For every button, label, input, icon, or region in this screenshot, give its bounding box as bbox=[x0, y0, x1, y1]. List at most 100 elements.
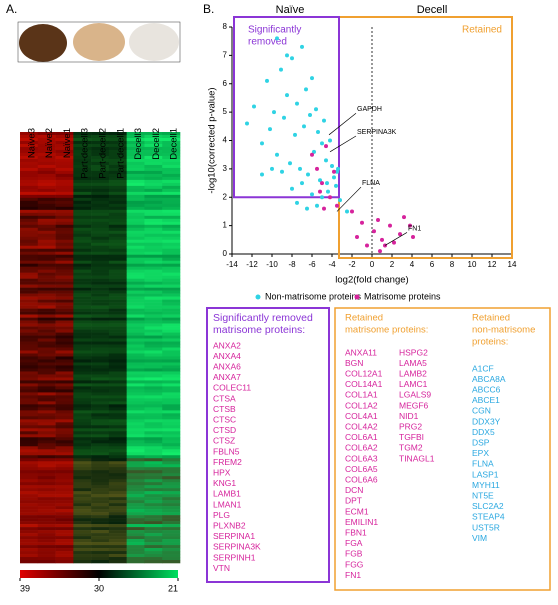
heat-cell bbox=[73, 488, 92, 492]
heat-cell bbox=[91, 266, 110, 270]
heat-cell bbox=[20, 491, 39, 495]
heat-cell bbox=[162, 440, 181, 444]
heat-cell bbox=[20, 197, 39, 202]
heat-cell bbox=[108, 236, 127, 241]
heat-cell bbox=[55, 272, 74, 276]
heat-cell bbox=[37, 272, 56, 276]
heat-cell bbox=[144, 284, 163, 288]
heat-cell bbox=[108, 437, 127, 441]
list-item: BGN bbox=[345, 358, 363, 368]
heat-cell bbox=[91, 290, 110, 294]
heat-cell bbox=[126, 260, 145, 264]
heat-cell bbox=[144, 224, 163, 229]
heat-cell bbox=[108, 215, 127, 220]
heat-cell bbox=[126, 359, 145, 363]
heat-cell bbox=[55, 248, 74, 253]
heat-cell bbox=[37, 557, 56, 561]
heat-cell bbox=[162, 302, 181, 306]
heat-cell bbox=[144, 413, 163, 417]
list-item: COLEC11 bbox=[213, 383, 251, 393]
heat-cell bbox=[37, 338, 56, 342]
heat-cell bbox=[126, 143, 145, 148]
heat-cell bbox=[20, 158, 39, 163]
heat-cell bbox=[55, 545, 74, 549]
list-item: FLNA bbox=[472, 459, 494, 469]
heat-cell bbox=[91, 386, 110, 390]
heat-cell bbox=[37, 395, 56, 399]
heat-cell bbox=[144, 212, 163, 217]
heat-cell bbox=[144, 209, 163, 214]
heat-cell bbox=[55, 401, 74, 405]
heat-cell bbox=[55, 461, 74, 465]
heat-cell bbox=[37, 365, 56, 369]
heat-cell bbox=[20, 287, 39, 291]
heat-cell bbox=[162, 560, 181, 564]
heat-cell bbox=[73, 386, 92, 390]
heat-cell bbox=[91, 407, 110, 411]
list-item: COL4A1 bbox=[345, 411, 378, 421]
heat-cell bbox=[55, 266, 74, 270]
heat-cell bbox=[144, 545, 163, 549]
heat-cell bbox=[162, 488, 181, 492]
heat-cell bbox=[55, 389, 74, 393]
heat-cell bbox=[162, 212, 181, 217]
heat-cell bbox=[108, 548, 127, 552]
heat-cell bbox=[126, 332, 145, 336]
heat-cell bbox=[37, 212, 56, 217]
heat-cell bbox=[162, 365, 181, 369]
heat-cell bbox=[55, 455, 74, 459]
point bbox=[270, 166, 274, 171]
heat-cell bbox=[144, 455, 163, 459]
heat-cell bbox=[144, 392, 163, 396]
heat-cell bbox=[37, 167, 56, 172]
point bbox=[272, 110, 276, 115]
list-item: SERPINA3K bbox=[213, 542, 261, 552]
heat-cell bbox=[144, 260, 163, 264]
heat-cell bbox=[162, 311, 181, 315]
heat-cell bbox=[91, 278, 110, 282]
heat-cell bbox=[73, 533, 92, 537]
point bbox=[316, 129, 320, 134]
heat-cell bbox=[55, 194, 74, 199]
heat-cell bbox=[20, 350, 39, 354]
heat-cell bbox=[162, 305, 181, 309]
heat-cell bbox=[20, 344, 39, 348]
heat-cell bbox=[73, 236, 92, 241]
heat-cell bbox=[55, 359, 74, 363]
heat-cell bbox=[73, 167, 92, 172]
heat-cell bbox=[20, 518, 39, 522]
heat-cell bbox=[162, 236, 181, 241]
heat-cell bbox=[91, 389, 110, 393]
heat-cell bbox=[37, 437, 56, 441]
heat-cell bbox=[108, 452, 127, 456]
heatmap bbox=[20, 132, 181, 564]
heat-cell bbox=[55, 464, 74, 468]
heat-cell bbox=[55, 374, 74, 378]
y-axis-label: -log10(corrected p-value) bbox=[207, 87, 218, 193]
heat-cell bbox=[91, 239, 110, 244]
heat-cell bbox=[91, 200, 110, 205]
heat-cell bbox=[126, 269, 145, 273]
heat-cell bbox=[126, 158, 145, 163]
heat-cell bbox=[20, 326, 39, 330]
heat-cell bbox=[55, 137, 74, 142]
heat-cell bbox=[37, 326, 56, 330]
heat-cell bbox=[144, 143, 163, 148]
heat-cell bbox=[91, 140, 110, 145]
heat-cell bbox=[91, 467, 110, 471]
heat-cell bbox=[144, 437, 163, 441]
heat-cell bbox=[55, 164, 74, 169]
heat-cell bbox=[55, 410, 74, 414]
heat-cell bbox=[144, 245, 163, 250]
heat-cell bbox=[108, 257, 127, 262]
heat-cell bbox=[37, 377, 56, 381]
heat-cell bbox=[55, 452, 74, 456]
point bbox=[360, 220, 364, 225]
point bbox=[380, 237, 384, 242]
heat-cell bbox=[73, 395, 92, 399]
heat-cell bbox=[55, 383, 74, 387]
heat-cell bbox=[91, 206, 110, 211]
list-item: FGB bbox=[345, 549, 363, 559]
heat-cell bbox=[126, 494, 145, 498]
heat-cell bbox=[126, 194, 145, 199]
